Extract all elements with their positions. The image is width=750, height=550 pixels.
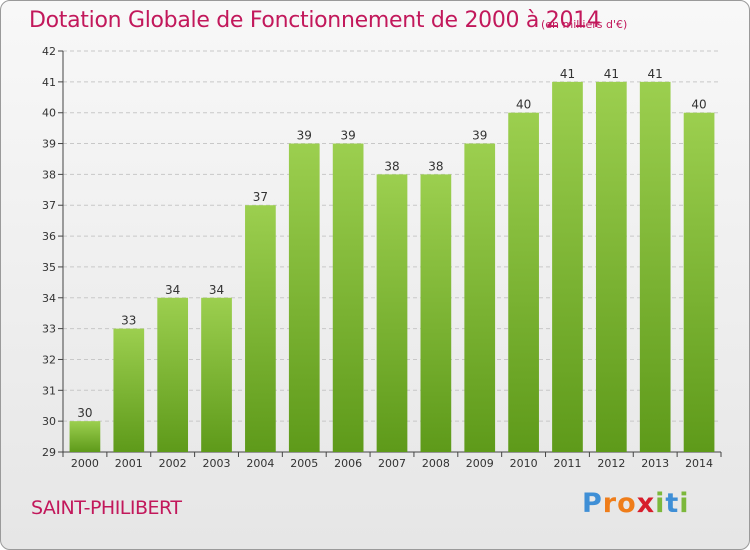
x-tick-label-2011: 2011 <box>553 457 581 470</box>
y-tick-label: 31 <box>42 384 56 397</box>
bar-2007 <box>376 174 408 452</box>
value-label-2005: 39 <box>297 129 312 143</box>
value-label-2000: 30 <box>77 406 92 420</box>
y-tick-label: 35 <box>42 261 56 274</box>
chart-title: Dotation Globale de Fonctionnement de 20… <box>29 8 601 33</box>
bar-2004 <box>245 205 276 452</box>
value-label-2012: 41 <box>604 67 619 81</box>
x-tick-label-2002: 2002 <box>159 457 187 470</box>
x-tick-label-2009: 2009 <box>466 457 494 470</box>
y-tick-label: 40 <box>42 107 56 120</box>
bar-2014 <box>683 112 715 452</box>
y-tick-label: 32 <box>42 353 56 366</box>
bar-2006 <box>332 143 364 453</box>
value-label-2003: 34 <box>209 283 224 297</box>
x-tick-label-2004: 2004 <box>246 457 274 470</box>
x-tick-label-2008: 2008 <box>422 457 450 470</box>
bar-2010 <box>508 112 539 452</box>
y-tick-label: 41 <box>42 76 56 89</box>
value-label-2004: 37 <box>253 190 268 204</box>
x-tick-label-2003: 2003 <box>203 457 231 470</box>
bar-2008 <box>420 174 452 452</box>
y-tick-label: 34 <box>42 292 56 305</box>
x-tick-label-2005: 2005 <box>290 457 318 470</box>
bars <box>69 81 715 453</box>
x-tick-label-2006: 2006 <box>334 457 362 470</box>
y-tick-label: 29 <box>42 446 56 459</box>
x-tick-label-2013: 2013 <box>641 457 669 470</box>
x-tick-label-2000: 2000 <box>71 457 99 470</box>
bar-2013 <box>639 81 671 452</box>
bar-2011 <box>552 81 583 452</box>
value-label-2007: 38 <box>384 159 399 173</box>
proxiti-logo[interactable]: Proxiti <box>582 488 690 519</box>
y-tick-label: 30 <box>42 415 56 428</box>
y-tick-label: 36 <box>42 230 56 243</box>
value-label-2014: 40 <box>691 98 706 112</box>
y-tick-label: 39 <box>42 138 56 151</box>
value-label-2006: 39 <box>340 129 355 143</box>
value-label-2008: 38 <box>428 159 443 173</box>
value-label-2002: 34 <box>165 283 180 297</box>
labels: 29 30 31 32 33 34 35 36 37 38 39 40 41 42 2000 30 2001 33… <box>42 45 713 470</box>
value-label-2011: 41 <box>560 67 575 81</box>
y-tick-label: 37 <box>42 199 56 212</box>
commune-name: SAINT-PHILIBERT <box>31 497 182 519</box>
value-label-2009: 39 <box>472 129 487 143</box>
y-tick-label: 33 <box>42 323 56 336</box>
value-label-2010: 40 <box>516 98 531 112</box>
bar-2005 <box>288 143 320 453</box>
bar-2001 <box>113 328 145 452</box>
x-tick-label-2014: 2014 <box>685 457 713 470</box>
x-tick-label-2007: 2007 <box>378 457 406 470</box>
bar-2009 <box>464 143 496 453</box>
bar-2002 <box>157 297 189 452</box>
value-label-2001: 33 <box>121 314 136 328</box>
y-tick-label: 38 <box>42 168 56 181</box>
bar-2012 <box>595 81 627 452</box>
bar-2003 <box>201 297 232 452</box>
x-tick-label-2012: 2012 <box>597 457 625 470</box>
value-label-2013: 41 <box>648 67 663 81</box>
x-tick-label-2010: 2010 <box>510 457 538 470</box>
chart-unit: (en milliers d'€) <box>541 18 628 31</box>
bar-2000 <box>69 421 101 452</box>
x-tick-label-2001: 2001 <box>115 457 143 470</box>
y-tick-label: 42 <box>42 45 56 58</box>
